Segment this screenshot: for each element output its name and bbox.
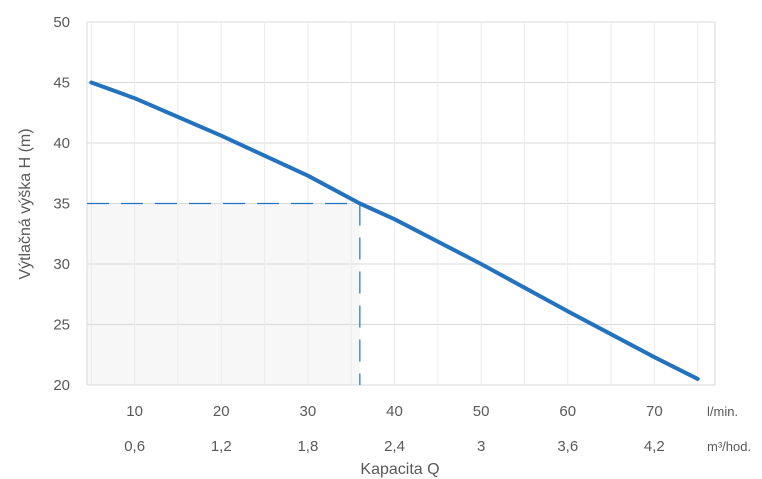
y-axis-title: Výtlačná výška H (m) xyxy=(17,128,34,279)
x-tick-label-m3h-0: 0,6 xyxy=(124,438,145,455)
operating-point-lines xyxy=(87,202,361,385)
y-tick-label-4: 40 xyxy=(53,135,70,152)
x-tick-label-lmin-0: 10 xyxy=(126,403,143,420)
x-axis-title: Kapacita Q xyxy=(360,461,439,478)
y-tick-label-5: 45 xyxy=(53,75,70,92)
x-tick-label-lmin-4: 50 xyxy=(473,403,490,420)
x-tick-label-m3h-6: 4,2 xyxy=(644,438,665,455)
x-tick-label-lmin-5: 60 xyxy=(559,403,576,420)
series-group xyxy=(89,80,700,381)
y-tick-label-6: 50 xyxy=(53,14,70,31)
x-tick-label-m3h-4: 3 xyxy=(477,438,485,455)
x-tick-label-lmin-3: 40 xyxy=(386,403,403,420)
x-tick-label-m3h-5: 3,6 xyxy=(557,438,578,455)
series-line-0 xyxy=(89,80,700,381)
x-tick-label-m3h-1: 1,2 xyxy=(211,438,232,455)
x-unit-secondary: m³/hod. xyxy=(707,439,751,454)
y-tick-label-1: 25 xyxy=(53,317,70,334)
x-unit-primary: l/min. xyxy=(707,404,738,419)
y-tick-label-3: 35 xyxy=(53,196,70,213)
x-tick-label-lmin-6: 70 xyxy=(646,403,663,420)
y-tick-labels: 20 25 30 35 40 45 50 xyxy=(53,14,70,394)
x-tick-label-m3h-3: 2,4 xyxy=(384,438,405,455)
x-tick-labels-m3h: 0,6 1,2 1,8 2,4 3 3,6 4,2 xyxy=(124,438,665,455)
x-tick-label-lmin-1: 20 xyxy=(213,403,230,420)
y-tick-label-2: 30 xyxy=(53,256,70,273)
x-tick-labels-lmin: 10 20 30 40 50 60 70 xyxy=(126,403,662,420)
x-tick-label-lmin-2: 30 xyxy=(300,403,317,420)
plot-area-shading xyxy=(87,203,360,385)
y-tick-label-0: 20 xyxy=(53,377,70,394)
x-tick-label-m3h-2: 1,8 xyxy=(297,438,318,455)
